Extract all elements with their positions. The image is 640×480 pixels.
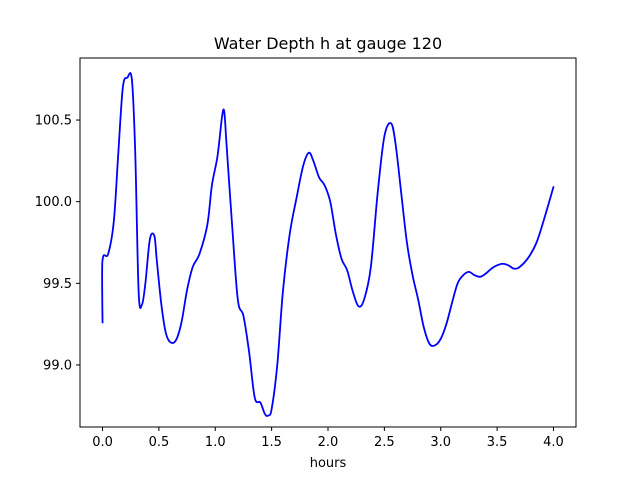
x-tick-label: 3.5 — [487, 435, 508, 450]
x-tick-label: 0.5 — [149, 435, 170, 450]
x-tick-label: 2.5 — [374, 435, 395, 450]
y-tick-label: 99.0 — [43, 358, 72, 373]
y-tick-label: 99.5 — [43, 277, 72, 292]
water-depth-line — [101, 71, 555, 417]
y-tick-label: 100.5 — [35, 114, 72, 129]
x-tick-label: 3.0 — [430, 435, 451, 450]
x-tick-label: 1.0 — [205, 435, 226, 450]
x-axis-ticks: 0.0 0.5 1.0 1.5 2.0 2.5 3.0 3.5 4.0 — [92, 427, 564, 450]
chart-title: Water Depth h at gauge 120 — [214, 34, 442, 53]
x-axis-label: hours — [310, 456, 347, 471]
plot-frame — [79, 57, 577, 428]
x-tick-label: 4.0 — [543, 435, 564, 450]
y-axis-ticks: 99.0 99.5 100.0 100.5 — [35, 114, 80, 373]
x-tick-label: 0.0 — [92, 435, 113, 450]
x-tick-label: 2.0 — [318, 435, 339, 450]
x-tick-label: 1.5 — [261, 435, 282, 450]
y-tick-label: 100.0 — [35, 195, 72, 210]
plot-area — [80, 58, 576, 427]
